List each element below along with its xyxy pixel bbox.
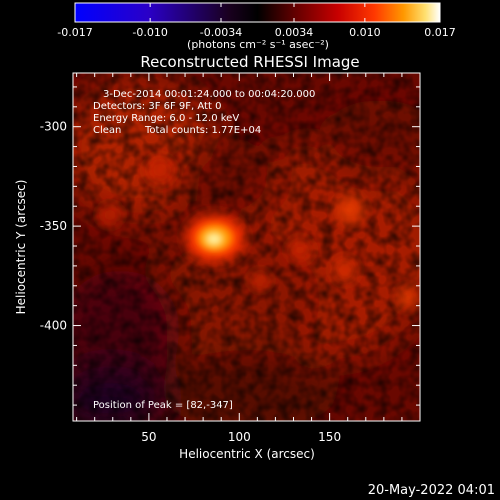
x-tick-label: 50 [141,430,156,444]
colorbar-tick-label: -0.0034 [200,26,242,39]
colorbar: -0.017 -0.010 -0.0034 0.0034 0.010 0.017 (pho… [57,2,456,51]
y-tick-label: -300 [40,120,67,134]
timestamp: 20-May-2022 04:01 [368,483,495,498]
axis-ticks: 50 100 150 -300 -350 -400 [40,73,421,444]
colorbar-tick-label: -0.010 [132,26,167,39]
time-range-text: 3-Dec-2014 00:01:24.000 to 00:04:20.000 [103,89,315,100]
flare-source [185,214,245,262]
energy-range-text: Energy Range: 6.0 - 12.0 keV [93,113,239,124]
image-annotations: 3-Dec-2014 00:01:24.000 to 00:04:20.000 … [93,89,315,411]
total-counts-text: Total counts: 1.77E+04 [144,125,261,136]
y-axis-label: Heliocentric Y (arcsec) [14,180,28,315]
reconstructed-image [73,73,420,421]
detectors-text: Detectors: 3F 6F 9F, Att 0 [93,101,221,112]
colorbar-ticks: -0.017 -0.010 -0.0034 0.0034 0.010 0.017 [57,3,456,39]
colorbar-tick-label: 0.010 [349,26,381,39]
y-tick-label: -400 [40,319,67,333]
plot-title: Reconstructed RHESSI Image [140,53,359,71]
colorbar-unit-label: (photons cm⁻² s⁻¹ asec⁻²) [187,38,329,51]
y-tick-label: -350 [40,219,67,233]
peak-position-text: Position of Peak = [82,-347] [93,400,233,411]
colorbar-tick-label: 0.017 [424,26,456,39]
x-axis-label: Heliocentric X (arcsec) [179,447,315,461]
plot-frame [72,72,421,422]
method-text: Clean [93,125,121,136]
colorbar-tick-label: 0.0034 [275,26,314,39]
colorbar-tick-label: -0.017 [57,26,92,39]
x-tick-label: 150 [318,430,341,444]
colorbar-frame [74,2,441,23]
colorbar-gradient [75,3,440,22]
x-tick-label: 100 [228,430,251,444]
